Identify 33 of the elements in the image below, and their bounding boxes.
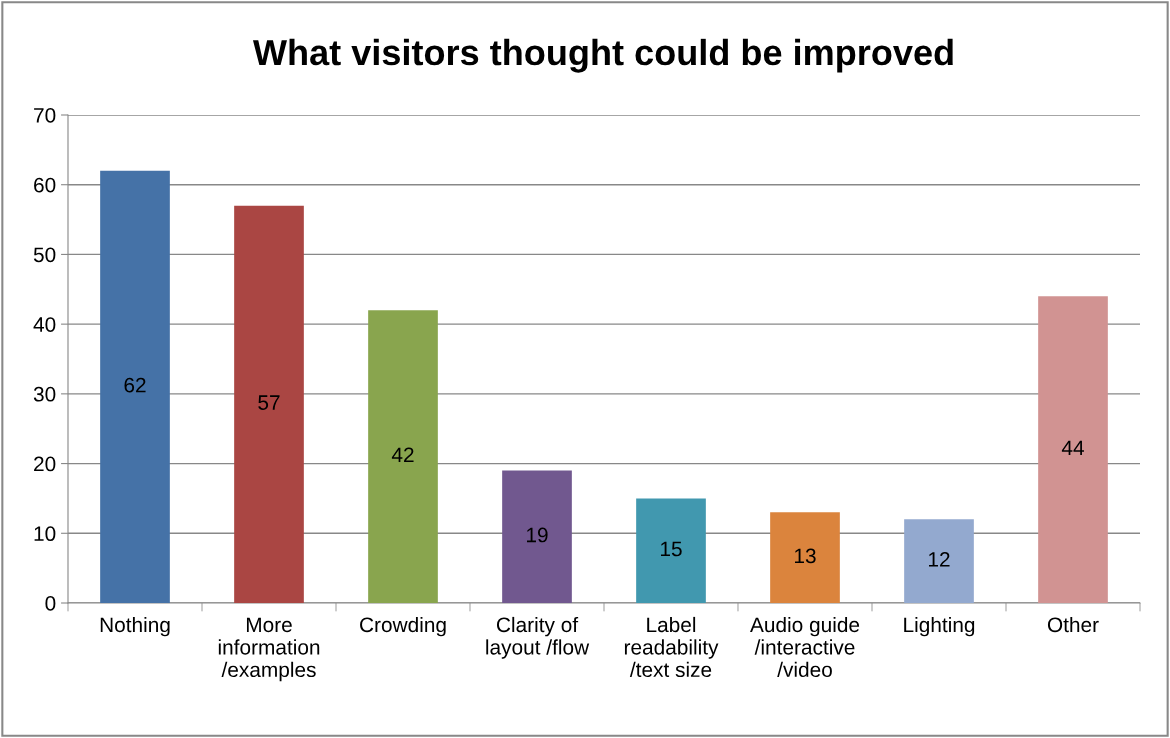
x-tick-label: Label readability /text size bbox=[624, 616, 719, 678]
data-label: 57 bbox=[258, 395, 280, 410]
data-label: 13 bbox=[795, 548, 816, 564]
bar bbox=[636, 498, 706, 603]
y-tick-label: 10 bbox=[34, 526, 56, 542]
x-tick-label: Crowding bbox=[360, 616, 446, 637]
bar bbox=[234, 205, 304, 603]
bar bbox=[368, 310, 438, 603]
y-tick-label: 50 bbox=[33, 247, 56, 263]
bar bbox=[100, 170, 170, 603]
x-tick-label: Nothing bbox=[100, 616, 170, 637]
x-tick-label: Audio guide /interactive /video bbox=[750, 616, 860, 678]
data-label: 62 bbox=[124, 377, 146, 393]
bar bbox=[770, 512, 840, 603]
data-label: 44 bbox=[1061, 440, 1084, 456]
bar bbox=[904, 519, 974, 603]
y-tick-label: 40 bbox=[33, 317, 56, 332]
y-tick-label: 0 bbox=[45, 596, 56, 611]
data-label: 12 bbox=[929, 552, 950, 567]
data-label: 42 bbox=[391, 447, 414, 462]
bar bbox=[1038, 296, 1108, 603]
x-tick-label: More information /examples bbox=[218, 617, 320, 682]
y-tick-label: 30 bbox=[33, 386, 56, 402]
x-tick-label: Clarity of layout /flow bbox=[486, 616, 590, 659]
bar bbox=[502, 470, 572, 603]
data-label: 15 bbox=[661, 541, 682, 557]
y-tick-label: 70 bbox=[34, 108, 56, 123]
x-tick-label: Other bbox=[1047, 616, 1099, 633]
chart-title: What visitors thought could be improved bbox=[252, 38, 953, 73]
x-tick-label: Lighting bbox=[904, 616, 975, 637]
data-label: 19 bbox=[527, 527, 548, 543]
y-tick-label: 60 bbox=[34, 177, 56, 193]
y-tick-label: 20 bbox=[34, 456, 56, 472]
